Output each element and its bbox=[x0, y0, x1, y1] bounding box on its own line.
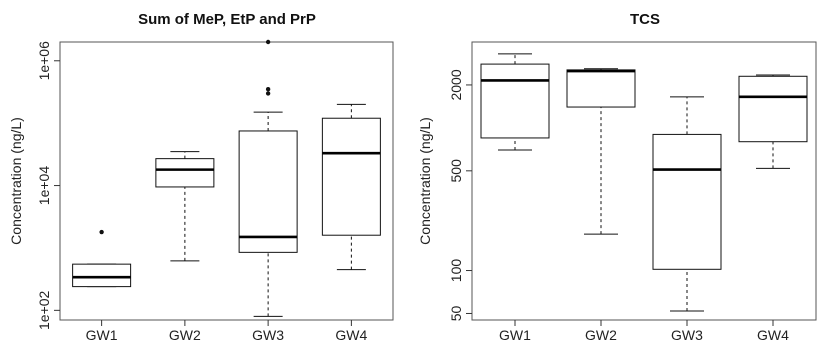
y-axis-label: Concentration (ng/L) bbox=[417, 117, 433, 245]
box-iqr bbox=[480, 63, 550, 139]
box-iqr bbox=[652, 133, 722, 270]
box-iqr bbox=[321, 117, 381, 236]
plot-frame bbox=[59, 41, 394, 321]
x-tick-label: GW1 bbox=[499, 327, 531, 343]
outlier-point bbox=[99, 229, 104, 235]
box-marks: 50 100 500 2000 GW1 GW2 GW3 GW4 bbox=[448, 53, 808, 343]
y-tick-label: 1e+06 bbox=[36, 41, 52, 81]
box-marks: 1e+02 1e+04 1e+06 GW1 GW2 GW3 GW4 bbox=[36, 39, 381, 343]
x-tick-label: GW2 bbox=[169, 327, 201, 343]
outlier-point bbox=[265, 91, 271, 96]
box-iqr bbox=[72, 263, 132, 288]
y-axis-label: Concentration (ng/L) bbox=[8, 117, 24, 245]
y-tick-label: 1e+02 bbox=[36, 290, 52, 330]
x-tick-label: GW2 bbox=[585, 327, 617, 343]
plot-frame bbox=[471, 41, 817, 321]
y-tick-label: 1e+04 bbox=[36, 166, 52, 206]
box-iqr bbox=[566, 69, 636, 108]
chart-title: Sum of MeP, EtP and PrP bbox=[138, 11, 316, 28]
chart-panel-right: TCS Concentration (ng/L) 50 100 500 2000 GW1… bbox=[417, 11, 817, 343]
outlier-point bbox=[265, 87, 271, 92]
x-tick-label: GW3 bbox=[252, 327, 284, 343]
chart-title: TCS bbox=[630, 11, 660, 28]
box-iqr bbox=[155, 158, 215, 188]
x-tick-label: GW4 bbox=[335, 327, 367, 343]
box-iqr bbox=[738, 75, 808, 143]
y-tick-label: 500 bbox=[448, 159, 464, 183]
box-iqr bbox=[238, 130, 298, 253]
x-tick-label: GW4 bbox=[757, 327, 789, 343]
y-tick-label: 2000 bbox=[448, 69, 464, 100]
y-tick-label: 100 bbox=[448, 259, 464, 283]
y-tick-label: 50 bbox=[448, 305, 464, 321]
outlier-point bbox=[265, 39, 271, 45]
chart-panel-left: Sum of MeP, EtP and PrP Concentration (n… bbox=[8, 11, 394, 343]
x-tick-label: GW1 bbox=[86, 327, 118, 343]
x-tick-label: GW3 bbox=[671, 327, 703, 343]
